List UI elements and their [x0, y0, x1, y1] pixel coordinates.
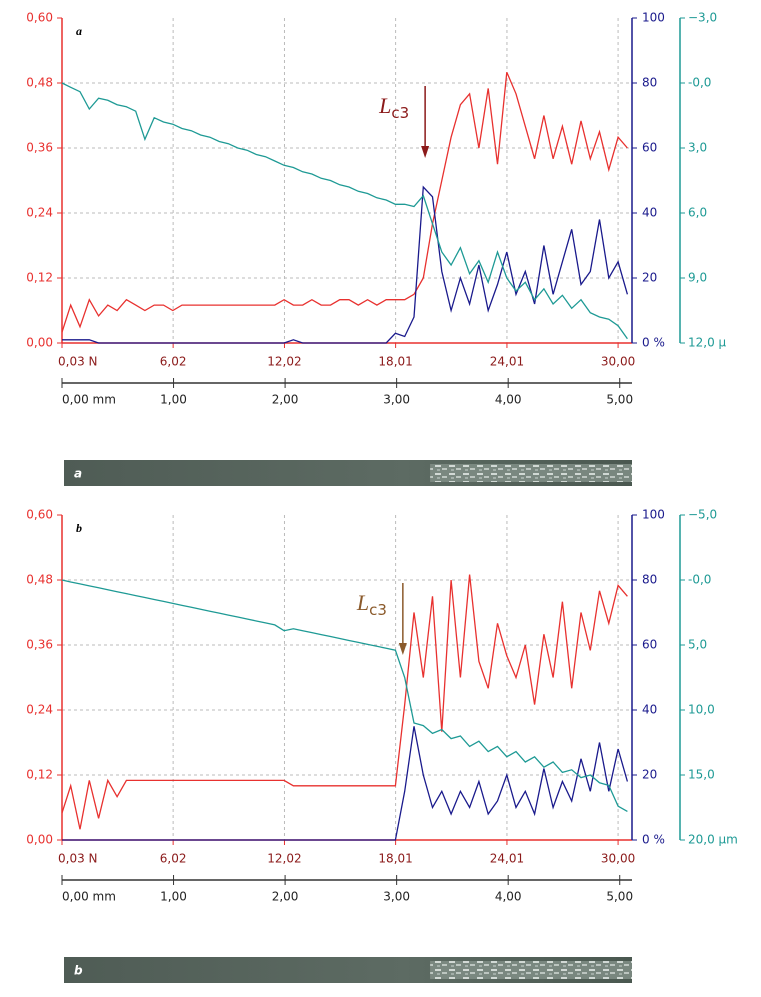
y-tick-label: 0,36 [26, 638, 53, 652]
y2-tick-label: 60 [642, 141, 657, 155]
x-tick-label: 18,01 [378, 355, 412, 369]
y3-tick-label: −3,0 [688, 11, 717, 25]
y2-tick-label: 40 [642, 206, 657, 220]
x2-tick-label: 3,00 [383, 393, 410, 407]
annotation-arrowhead [421, 146, 430, 158]
annotation-symbol: L [378, 93, 391, 118]
x2-tick-label: 1,00 [160, 393, 187, 407]
x-tick-label: 12,02 [267, 852, 301, 866]
y-tick-label: 0,60 [26, 508, 53, 522]
x-tick-label: 12,02 [267, 355, 301, 369]
y3-tick-label: -0,0 [688, 76, 711, 90]
annotation-label: Lc3 [378, 93, 409, 121]
y-tick-label: 0,00 [26, 833, 53, 847]
y-tick-label: 0,60 [26, 11, 53, 25]
micrograph-label: b [74, 964, 83, 978]
annotation-symbol: L [356, 590, 369, 615]
annotation-label: Lc3 [356, 590, 387, 618]
y2-tick-label: 80 [642, 573, 657, 587]
y-tick-label: 0,12 [26, 271, 53, 285]
y-tick-label: 0,24 [26, 206, 53, 220]
x-tick-label: 24,01 [490, 355, 524, 369]
x-tick-label: 6,02 [160, 355, 187, 369]
y3-tick-label: 3,0 [688, 141, 707, 155]
y3-tick-label: 10,0 [688, 703, 715, 717]
y-tick-label: 0,48 [26, 573, 53, 587]
series-line [62, 726, 629, 841]
x2-tick-label: 5,00 [606, 890, 633, 904]
series-line [61, 579, 628, 812]
x-tick-label: 30,00 [601, 852, 635, 866]
series-line [61, 574, 628, 830]
x-tick-label: 24,01 [490, 852, 524, 866]
y3-tick-label: −5,0 [688, 508, 717, 522]
series-line [61, 71, 628, 333]
micrograph-label: a [74, 467, 82, 481]
wear-track [430, 464, 632, 482]
x2-tick-label: 0,00 mm [62, 890, 116, 904]
y2-tick-label: 0 % [642, 833, 665, 847]
x-tick-label: 18,01 [378, 852, 412, 866]
x2-tick-label: 4,00 [495, 393, 522, 407]
y3-tick-label: -0,0 [688, 573, 711, 587]
series-line [62, 185, 629, 344]
annotation-subscript: c3 [391, 104, 409, 122]
y2-tick-label: 0 % [642, 336, 665, 350]
x2-tick-label: 1,00 [160, 890, 187, 904]
wear-track [430, 961, 632, 979]
y3-tick-label: 15,0 [688, 768, 715, 782]
y3-tick-label: 6,0 [688, 206, 707, 220]
annotation-arrowhead [398, 643, 407, 655]
x-tick-label: 0,03 N [58, 355, 98, 369]
x2-tick-label: 2,00 [272, 890, 299, 904]
x-tick-label: 0,03 N [58, 852, 98, 866]
y2-tick-label: 60 [642, 638, 657, 652]
y-tick-label: 0,24 [26, 703, 53, 717]
y3-tick-label: 5,0 [688, 638, 707, 652]
x2-tick-label: 0,00 mm [62, 393, 116, 407]
x2-tick-label: 2,00 [272, 393, 299, 407]
y2-tick-label: 100 [642, 508, 665, 522]
x2-tick-label: 5,00 [606, 393, 633, 407]
y2-tick-label: 80 [642, 76, 657, 90]
y2-tick-label: 40 [642, 703, 657, 717]
y-tick-label: 0,00 [26, 336, 53, 350]
annotation-subscript: c3 [369, 601, 387, 619]
x2-tick-label: 3,00 [383, 890, 410, 904]
y-tick-label: 0,36 [26, 141, 53, 155]
series-line [61, 82, 628, 340]
y2-tick-label: 20 [642, 768, 657, 782]
y-tick-label: 0,12 [26, 768, 53, 782]
panel-label: a [76, 24, 82, 38]
x-tick-label: 6,02 [160, 852, 187, 866]
y3-tick-label: 12,0 µ [688, 336, 727, 350]
x-tick-label: 30,00 [601, 355, 635, 369]
y3-tick-label: 9,0 [688, 271, 707, 285]
x2-tick-label: 4,00 [495, 890, 522, 904]
y2-tick-label: 100 [642, 11, 665, 25]
y-tick-label: 0,48 [26, 76, 53, 90]
y3-tick-label: 20,0 µm [688, 833, 738, 847]
panel-label: b [76, 521, 82, 535]
y2-tick-label: 20 [642, 271, 657, 285]
